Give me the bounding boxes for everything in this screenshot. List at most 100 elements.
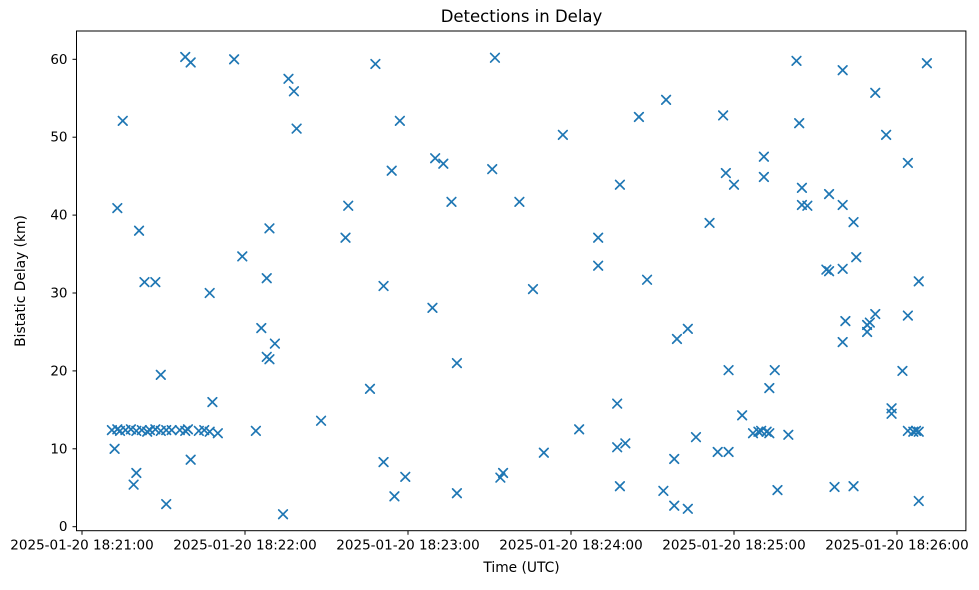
scatter-point — [364, 383, 376, 394]
x-tick-label: 2025-01-20 18:22:00 — [173, 538, 316, 554]
scatter-point — [487, 163, 498, 175]
scatter-point — [913, 495, 924, 507]
scatter-point — [641, 274, 653, 285]
scatter-point — [340, 232, 351, 243]
scatter-point — [712, 446, 723, 458]
scatter-point — [823, 266, 835, 277]
scatter-point — [291, 123, 302, 134]
scatter-point — [131, 467, 142, 479]
scatter-point — [671, 333, 683, 345]
scatter-point — [886, 408, 897, 419]
scatter-point — [207, 396, 218, 408]
scatter-point — [237, 251, 248, 262]
scatter-point — [204, 426, 215, 437]
scatter-point — [870, 308, 881, 320]
scatter-point — [497, 467, 509, 479]
scatter-point — [861, 326, 873, 338]
scatter-point — [910, 425, 922, 437]
scatter-point — [723, 364, 734, 376]
scatter-point — [288, 86, 300, 97]
y-tick-label: 50 — [50, 130, 67, 146]
scatter-point — [851, 252, 862, 263]
scatter-point — [283, 73, 294, 84]
scatter-point — [264, 354, 275, 365]
scatter-point — [823, 188, 835, 200]
scatter-point — [682, 323, 693, 334]
scatter-point — [837, 65, 848, 76]
scatter-point — [791, 55, 802, 67]
scatter-point — [212, 428, 223, 439]
scatter-point — [199, 424, 210, 436]
scatter-point — [370, 58, 381, 70]
scatter-point — [593, 232, 604, 243]
scatter-point — [438, 158, 449, 169]
scatter-point — [840, 315, 851, 327]
scatter-point — [112, 202, 123, 214]
scatter-point — [451, 488, 463, 499]
scatter-point — [764, 428, 775, 439]
scatter-point — [264, 223, 275, 234]
scatter-point — [682, 503, 693, 514]
scatter-point — [430, 153, 441, 164]
scatter-point — [228, 54, 240, 65]
scatter-point — [343, 200, 354, 211]
scatter-point — [794, 118, 805, 129]
scatter-point — [620, 438, 631, 449]
scatter-point — [109, 443, 120, 454]
y-tick-label: 30 — [50, 286, 67, 302]
scatter-point — [747, 428, 759, 439]
scatter-point — [669, 453, 680, 465]
scatter-point — [427, 302, 438, 313]
scatter-point — [139, 276, 150, 288]
scatter-point — [386, 165, 397, 176]
scatter-point — [913, 276, 924, 287]
scatter-point — [728, 179, 740, 190]
scatter-point — [764, 382, 775, 394]
scatter-point — [150, 424, 161, 435]
scatter-point — [185, 57, 196, 68]
scatter-point — [902, 157, 914, 169]
scatter-point — [772, 484, 783, 496]
scatter-point — [660, 94, 672, 105]
scatter-point — [717, 110, 729, 121]
scatter-point — [704, 217, 715, 229]
scatter-point — [902, 310, 914, 321]
scatter-point — [378, 280, 389, 292]
scatter-point — [669, 500, 680, 511]
scatter-point — [848, 216, 859, 228]
scatter-point — [633, 111, 645, 123]
scatter-point — [489, 52, 501, 63]
scatter-point — [837, 263, 848, 275]
scatter-point — [182, 424, 194, 435]
plot-frame — [76, 30, 967, 532]
x-tick-label: 2025-01-20 18:21:00 — [10, 538, 153, 554]
scatter-point — [250, 425, 262, 437]
scatter-point — [921, 58, 933, 69]
scatter-point — [897, 365, 908, 377]
scatter-point — [864, 317, 875, 328]
scatter-point — [758, 151, 770, 162]
chart-title: Detections in Delay — [440, 7, 603, 26]
scatter-point — [261, 273, 272, 284]
x-tick-label: 2025-01-20 18:24:00 — [499, 538, 642, 554]
scatter-point — [394, 115, 405, 126]
scatter-point — [389, 491, 400, 502]
y-axis-label: Bistatic Delay (km) — [13, 215, 29, 347]
scatter-point — [614, 481, 626, 492]
scatter-point — [723, 446, 734, 458]
scatter-point — [593, 260, 604, 271]
scatter-point — [837, 199, 848, 211]
scatter-point — [269, 338, 281, 349]
scatter-point — [204, 287, 215, 299]
scatter-point — [783, 429, 794, 440]
scatter-point — [446, 196, 457, 208]
scatter-point — [185, 454, 196, 465]
scatter-point — [880, 129, 892, 141]
scatter-point — [125, 424, 137, 435]
scatter-point — [155, 369, 166, 380]
scatter-point — [753, 426, 764, 437]
scatter-point — [758, 171, 770, 183]
scatter-point — [256, 322, 267, 334]
